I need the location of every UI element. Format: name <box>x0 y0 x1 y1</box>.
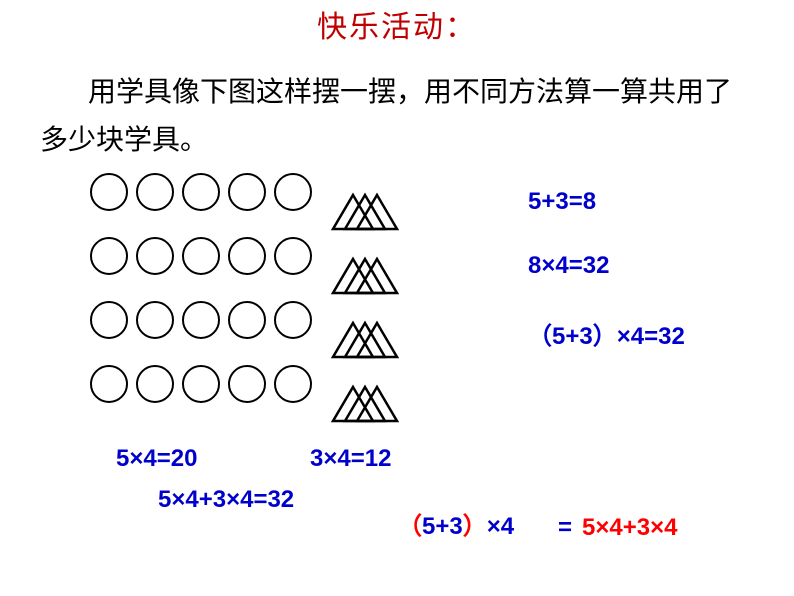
circle-icon <box>228 365 266 403</box>
circle-icon <box>136 365 174 403</box>
circle-icon <box>136 237 174 275</box>
equation: 5×4+3×4=32 <box>158 486 294 514</box>
equation: 5+3=8 <box>528 188 685 216</box>
equations-right: 5+3=8 8×4=32 （5+3）×4=32 <box>528 188 685 387</box>
circle-icon <box>228 301 266 339</box>
circle-icon <box>228 237 266 275</box>
circle-icon <box>274 365 312 403</box>
circle-icon <box>182 173 220 211</box>
shape-row <box>90 172 360 212</box>
instruction-text: 用学具像下图这样摆一摆，用不同方法算一算共用了多少块学具。 <box>40 68 754 163</box>
equation: （5+3）×4 <box>398 506 514 541</box>
equation: 5×4=20 <box>116 445 197 473</box>
circle-icon <box>90 301 128 339</box>
circle-icon <box>274 237 312 275</box>
circle-icon <box>274 173 312 211</box>
equation: （5+3）×4=32 <box>528 316 685 351</box>
circle-icon <box>228 173 266 211</box>
circle-icon <box>182 301 220 339</box>
shape-row <box>90 300 360 340</box>
circle-icon <box>274 301 312 339</box>
equation: 3×4=12 <box>310 445 391 473</box>
circle-icon <box>90 237 128 275</box>
shape-row <box>90 364 360 404</box>
shape-row <box>90 236 360 276</box>
circle-icon <box>90 365 128 403</box>
equation: = <box>558 514 572 542</box>
equation: 8×4=32 <box>528 252 685 280</box>
circle-icon <box>136 301 174 339</box>
circle-icon <box>136 173 174 211</box>
shapes-grid <box>90 172 360 428</box>
instruction-content: 用学具像下图这样摆一摆，用不同方法算一算共用了多少块学具。 <box>40 76 732 155</box>
circle-icon <box>90 173 128 211</box>
equation: 5×4+3×4 <box>582 514 677 542</box>
circle-icon <box>182 237 220 275</box>
title-text: 快乐活动： <box>317 11 477 44</box>
page-title: 快乐活动： <box>0 0 794 46</box>
circle-icon <box>182 365 220 403</box>
